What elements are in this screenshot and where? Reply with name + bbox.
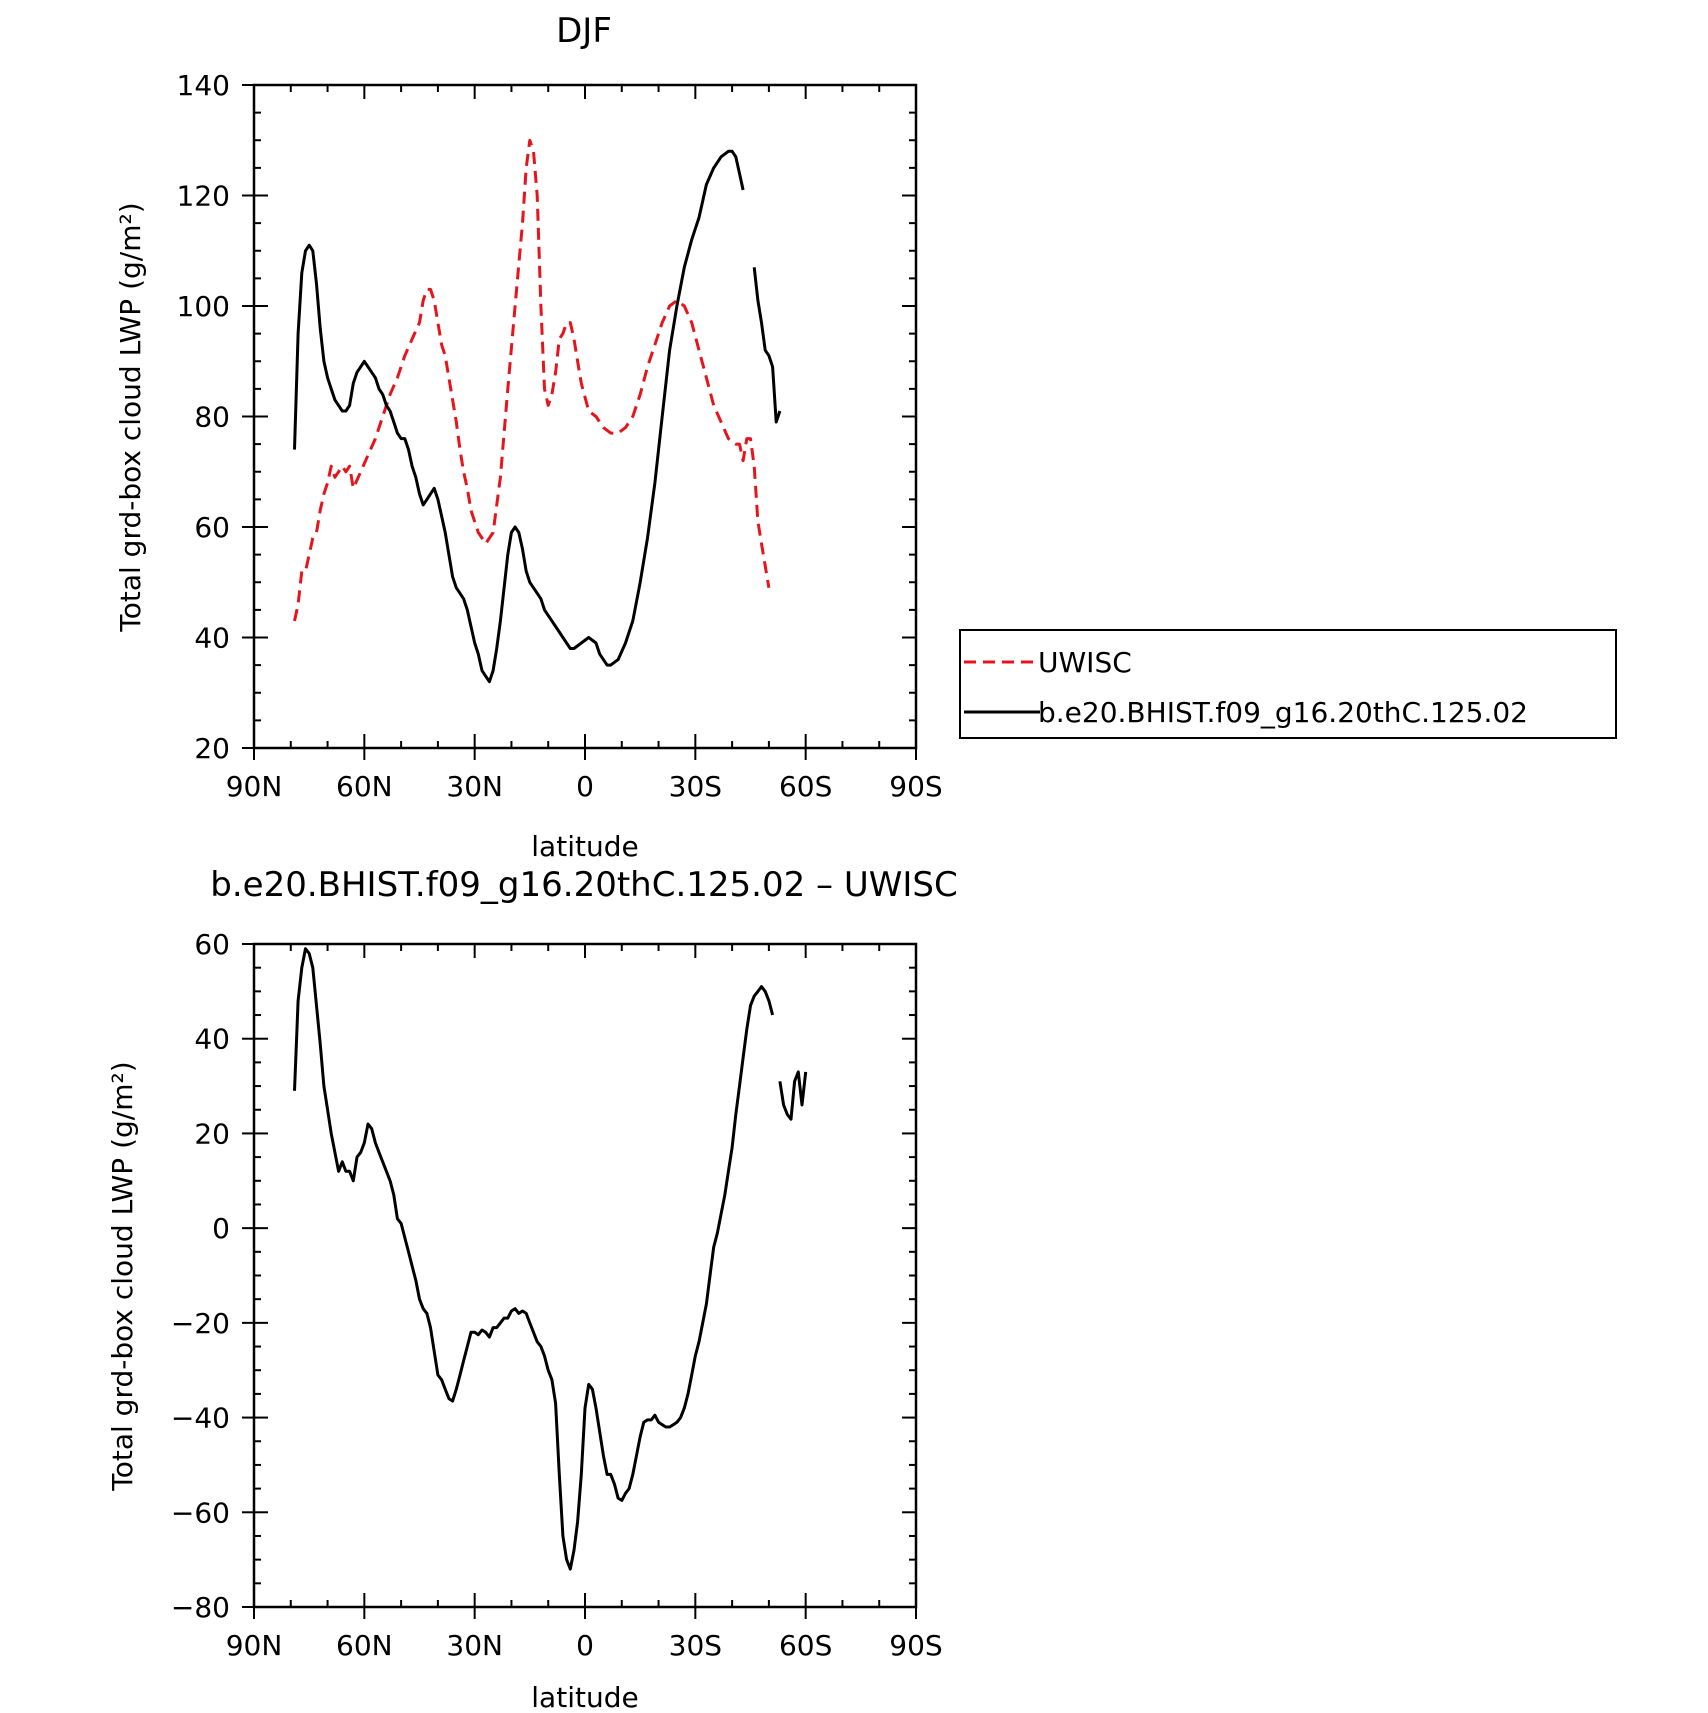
x-tick-label: 30N bbox=[446, 1629, 503, 1662]
tick-layer: 90N 60N 30N 0 30S 60S 90S 20 40 60 80 100 120 140 bbox=[177, 69, 943, 803]
difference-panel: b.e20.BHIST.f09_g16.20thC.125.02 – UWISC… bbox=[106, 865, 958, 1713]
plot-frame bbox=[252, 83, 918, 750]
series-line-1 bbox=[752, 267, 782, 424]
y-tick-label: −20 bbox=[171, 1307, 230, 1340]
series-line-0 bbox=[293, 138, 771, 622]
legend: UWISC b.e20.BHIST.f09_g16.20thC.125.02 bbox=[959, 629, 1617, 739]
djf-panel: DJF 90N 60N 30N 0 30S 60S 90S 20 40 60 80 100 120 140… bbox=[114, 11, 1617, 863]
x-tick-label: 60N bbox=[336, 770, 393, 803]
y-axis-label: Total grd-box cloud LWP (g/m²) bbox=[106, 1061, 139, 1491]
x-tick-label: 60S bbox=[779, 770, 832, 803]
plot-frame bbox=[252, 942, 918, 1609]
y-tick-label: 100 bbox=[177, 290, 230, 323]
y-tick-label: −60 bbox=[171, 1496, 230, 1529]
y-tick-label: 60 bbox=[194, 928, 230, 961]
y-tick-label: 60 bbox=[194, 511, 230, 544]
x-tick-label: 60S bbox=[779, 1629, 832, 1662]
x-tick-label: 30S bbox=[669, 770, 722, 803]
x-axis-label: latitude bbox=[531, 1681, 638, 1713]
series-line-0 bbox=[293, 947, 775, 1571]
x-tick-label: 90N bbox=[226, 770, 283, 803]
x-tick-label: 30S bbox=[669, 1629, 722, 1662]
x-tick-label: 60N bbox=[336, 1629, 393, 1662]
panel-title: b.e20.BHIST.f09_g16.20thC.125.02 – UWISC bbox=[210, 865, 957, 905]
legend-label-uwisc: UWISC bbox=[1038, 646, 1132, 679]
y-tick-label: −80 bbox=[171, 1591, 230, 1624]
x-tick-label: 90S bbox=[889, 1629, 942, 1662]
x-tick-label: 30N bbox=[446, 770, 503, 803]
x-tick-label: 90N bbox=[226, 1629, 283, 1662]
series-layer bbox=[293, 138, 782, 684]
series-line-1 bbox=[293, 149, 745, 684]
panel-title: DJF bbox=[556, 11, 612, 51]
series-layer bbox=[293, 947, 808, 1571]
tick-layer: 90N 60N 30N 0 30S 60S 90S −80 −60 −40 −20 0 20 40 60 bbox=[171, 928, 943, 1662]
x-tick-label: 0 bbox=[576, 1629, 594, 1662]
x-axis-label: latitude bbox=[531, 830, 638, 863]
y-tick-label: 120 bbox=[177, 180, 230, 213]
y-tick-label: 0 bbox=[212, 1212, 230, 1245]
y-tick-label: 80 bbox=[194, 401, 230, 434]
y-tick-label: 40 bbox=[194, 1023, 230, 1056]
y-tick-label: 140 bbox=[177, 69, 230, 102]
y-tick-label: −40 bbox=[171, 1402, 230, 1435]
legend-label-model: b.e20.BHIST.f09_g16.20thC.125.02 bbox=[1038, 696, 1528, 729]
series-line-0 bbox=[778, 1070, 808, 1121]
y-tick-label: 20 bbox=[194, 732, 230, 765]
x-tick-label: 90S bbox=[889, 770, 942, 803]
y-tick-label: 20 bbox=[194, 1117, 230, 1150]
legend-box bbox=[959, 629, 1617, 739]
y-tick-label: 40 bbox=[194, 622, 230, 655]
x-tick-label: 0 bbox=[576, 770, 594, 803]
y-axis-label: Total grd-box cloud LWP (g/m²) bbox=[114, 202, 147, 632]
